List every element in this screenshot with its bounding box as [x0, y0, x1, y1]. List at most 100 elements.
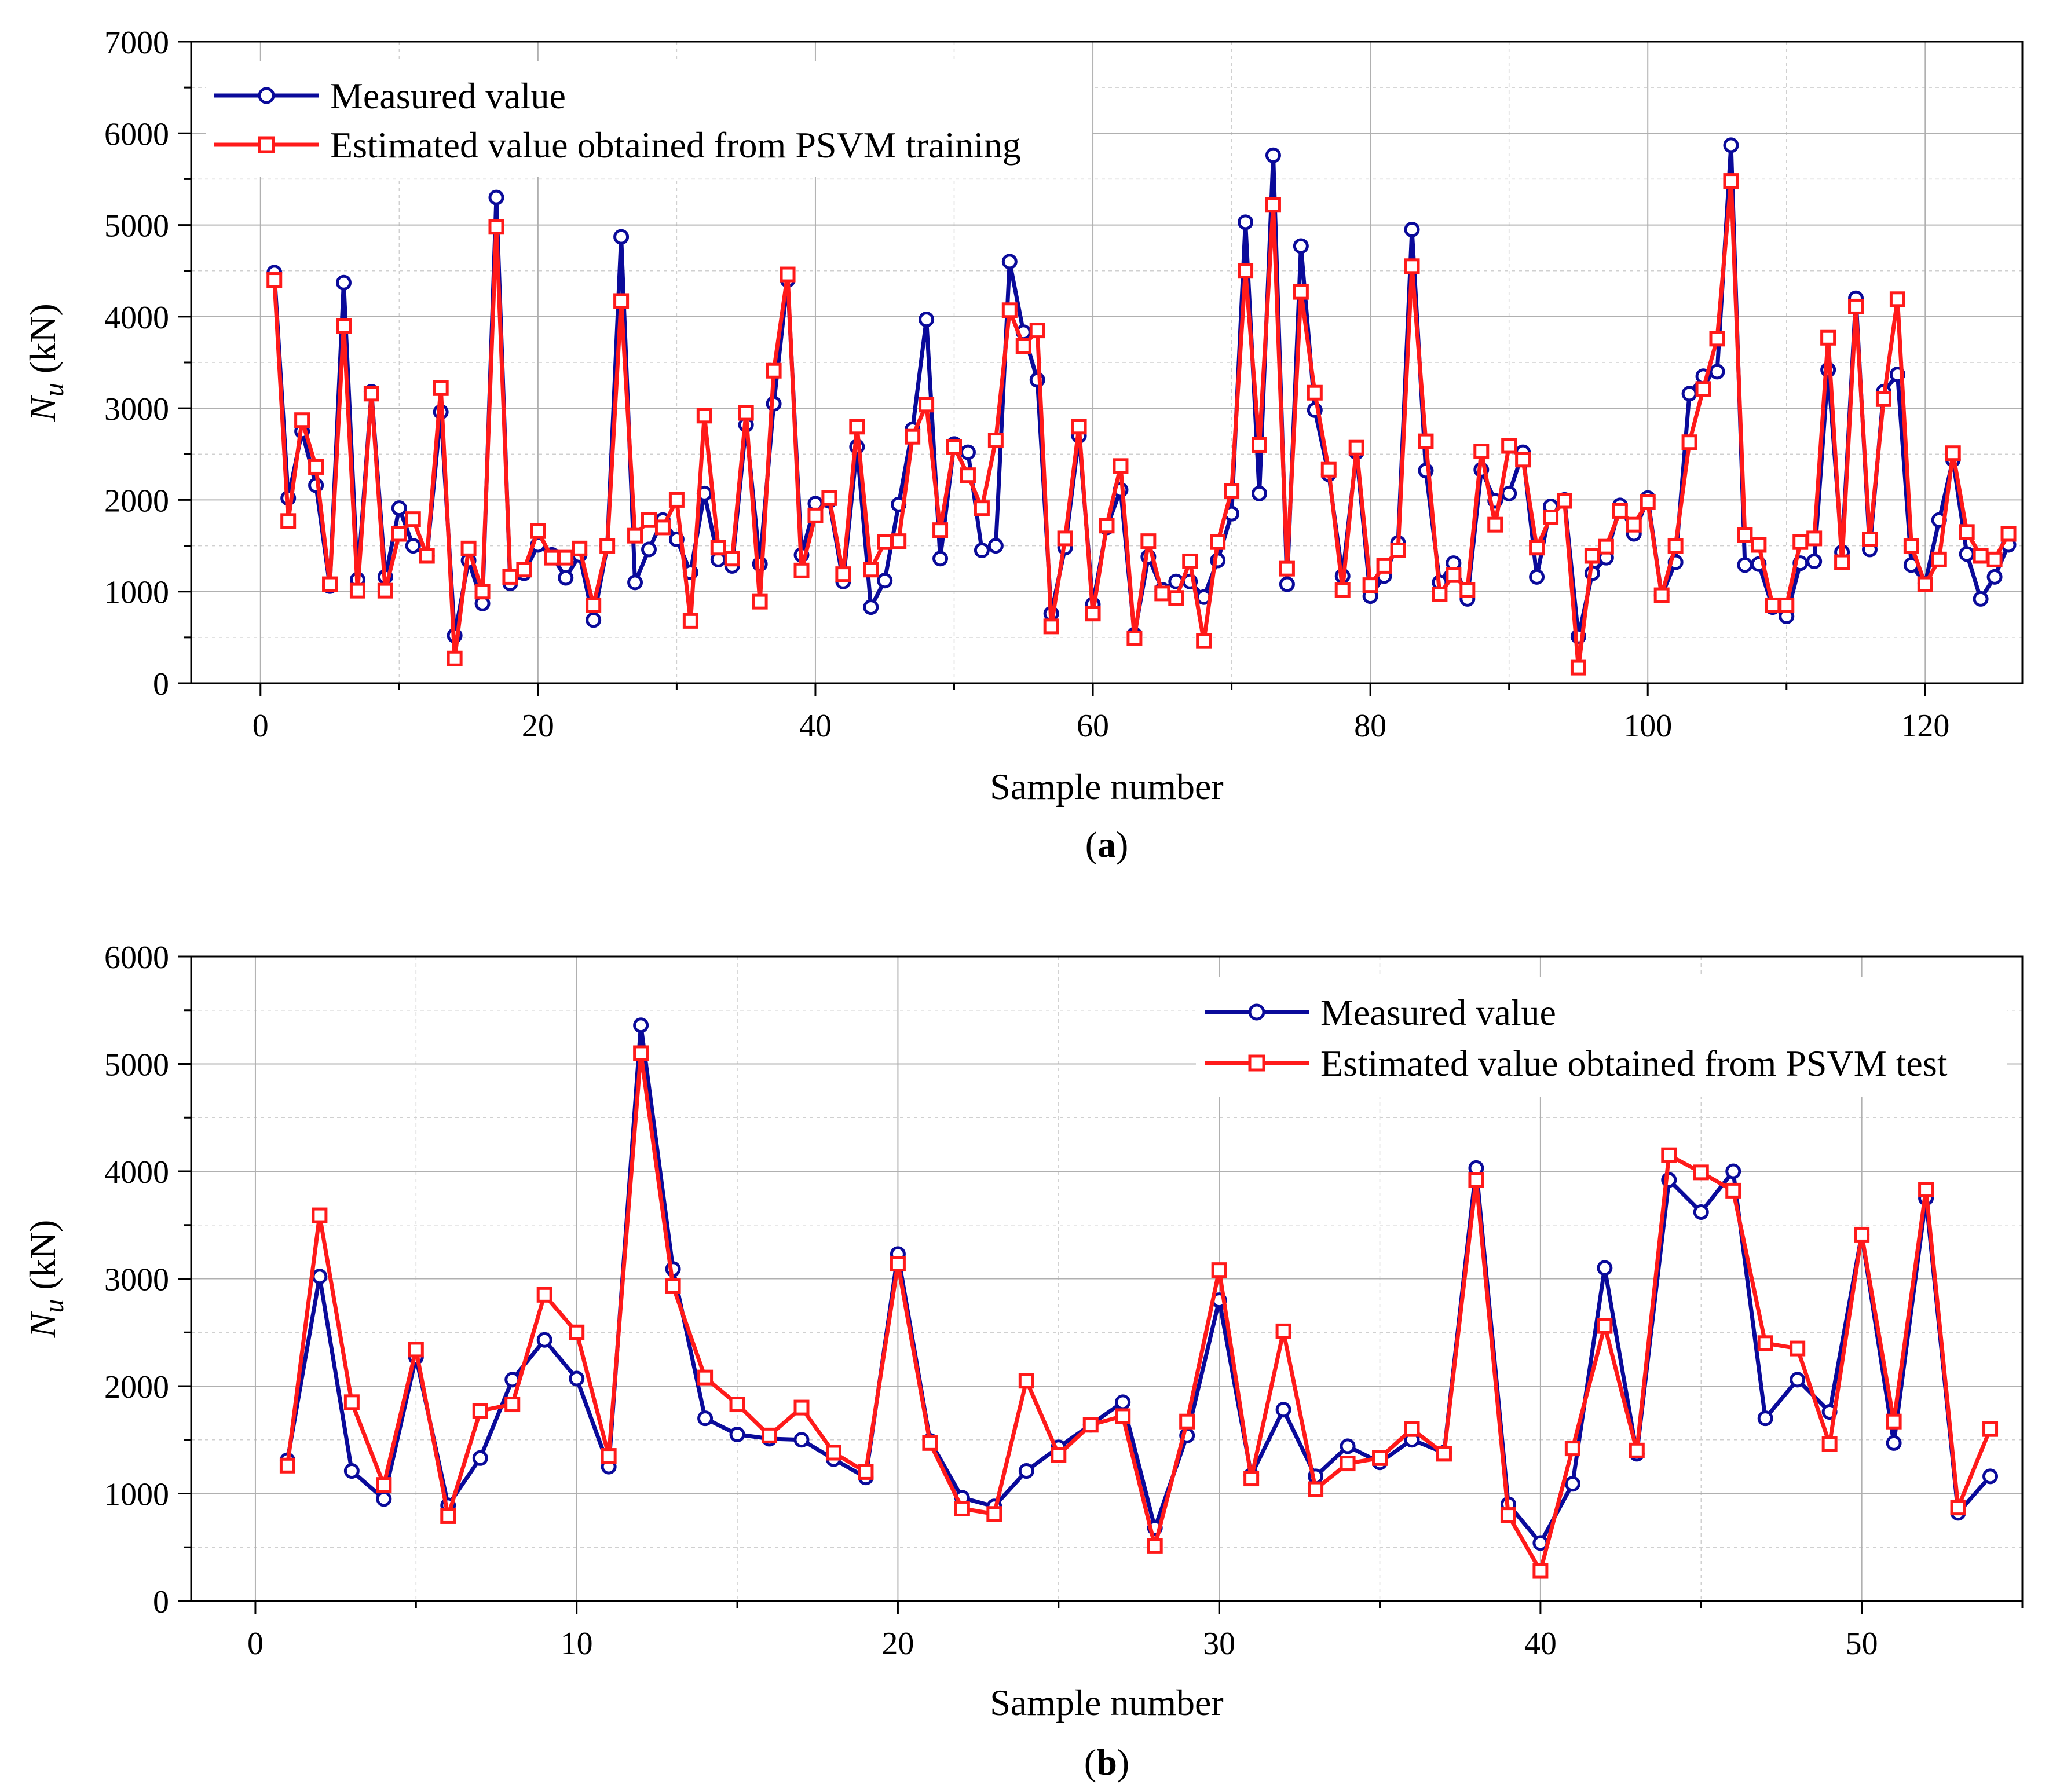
point-estimated	[308, 459, 324, 475]
point-estimated	[696, 408, 712, 424]
point-estimated	[1238, 263, 1254, 279]
y-tick-label: 0	[153, 1584, 169, 1620]
legend-label-measured: Measured value	[330, 75, 566, 116]
point-estimated	[1362, 577, 1378, 593]
point-measured	[1693, 1204, 1709, 1220]
point-estimated	[1875, 391, 1891, 407]
point-measured	[1001, 254, 1018, 270]
point-measured	[1737, 557, 1753, 573]
x-tick-label: 10	[561, 1626, 593, 1662]
point-estimated	[1275, 1323, 1291, 1339]
point-estimated	[472, 1403, 488, 1419]
point-measured	[488, 189, 504, 206]
point-measured	[472, 1450, 488, 1466]
point-measured	[391, 500, 407, 516]
point-estimated	[1071, 419, 1087, 435]
point-estimated	[1612, 503, 1628, 519]
point-estimated	[391, 526, 407, 542]
point-estimated	[668, 492, 685, 508]
point-measured	[1681, 386, 1697, 402]
point-measured	[1293, 238, 1309, 254]
y-axis-title-subscript: u	[39, 383, 69, 397]
point-estimated	[1950, 1500, 1966, 1516]
y-tick-label: 1000	[104, 575, 169, 611]
point-estimated	[1903, 538, 1919, 554]
point-measured	[613, 229, 630, 245]
point-estimated	[1147, 1538, 1163, 1554]
point-estimated	[954, 1500, 970, 1516]
point-measured	[558, 570, 574, 586]
point-estimated	[1308, 1481, 1324, 1497]
point-estimated	[1243, 1471, 1260, 1487]
point-estimated	[807, 507, 824, 523]
point-estimated	[825, 1445, 841, 1461]
point-estimated	[502, 569, 518, 585]
point-estimated	[1082, 1417, 1099, 1433]
point-estimated	[447, 650, 463, 666]
series-line-estimated	[272, 179, 2011, 670]
x-tick-label: 50	[1846, 1626, 1878, 1662]
point-estimated	[682, 613, 698, 629]
point-measured	[641, 541, 657, 558]
point-estimated	[1224, 483, 1240, 499]
point-estimated	[440, 1508, 456, 1524]
point-estimated	[710, 540, 726, 556]
point-estimated	[974, 500, 990, 516]
point-estimated	[1459, 582, 1476, 598]
point-estimated	[1390, 542, 1406, 558]
point-estimated	[654, 519, 671, 536]
point-estimated	[280, 513, 297, 529]
point-measured	[1115, 1394, 1131, 1410]
point-estimated	[613, 293, 630, 309]
point-measured	[336, 274, 352, 291]
x-tick-label: 0	[247, 1626, 264, 1662]
point-estimated	[1340, 1456, 1356, 1472]
point-estimated	[1790, 1340, 1806, 1357]
point-estimated	[1889, 291, 1905, 307]
point-estimated	[1862, 531, 1878, 547]
point-measured	[1564, 1476, 1580, 1492]
point-measured	[343, 1463, 360, 1479]
point-measured	[987, 538, 1004, 554]
point-estimated	[762, 1427, 778, 1443]
point-measured	[312, 1269, 328, 1285]
chart-panel-b: 0 10 20 30 40 50 0 1000 2000 3000 4000 5000 6000 Sam…	[22, 940, 2024, 1783]
x-axis-title: Sample number	[990, 1682, 1223, 1723]
point-estimated	[1693, 1164, 1709, 1181]
point-estimated	[1001, 302, 1018, 318]
point-estimated	[376, 1477, 392, 1493]
point-estimated	[1320, 461, 1337, 478]
point-estimated	[1959, 524, 1975, 540]
point-estimated	[1196, 633, 1212, 649]
point-estimated	[932, 522, 949, 538]
point-estimated	[1099, 518, 1115, 534]
point-estimated	[279, 1457, 295, 1474]
point-measured	[1501, 485, 1517, 501]
point-estimated	[1834, 554, 1850, 570]
point-estimated	[1532, 1563, 1549, 1579]
point-measured	[376, 1491, 392, 1507]
legend-marker-measured	[258, 87, 275, 104]
point-estimated	[544, 549, 560, 566]
y-tick-label: 0	[153, 666, 169, 702]
point-estimated	[586, 597, 602, 613]
x-tick-label: 0	[253, 708, 269, 744]
point-estimated	[890, 1256, 906, 1272]
point-estimated	[1982, 1421, 1999, 1437]
point-estimated	[858, 1464, 874, 1480]
point-estimated	[1126, 630, 1143, 646]
panel-label-letter: a	[1097, 824, 1116, 865]
point-estimated	[793, 1399, 810, 1416]
point-estimated	[530, 523, 546, 539]
y-tick-label: 1000	[104, 1477, 169, 1513]
point-estimated	[1695, 381, 1711, 397]
point-measured	[1790, 1372, 1806, 1388]
point-estimated	[1792, 534, 1809, 550]
y-tick-label: 4000	[104, 1155, 169, 1190]
point-estimated	[1018, 1373, 1034, 1389]
point-estimated	[433, 380, 449, 396]
x-tick-label: 20	[881, 1626, 914, 1662]
x-tick-label: 80	[1354, 708, 1386, 744]
panel-label: (b)	[1084, 1742, 1129, 1783]
